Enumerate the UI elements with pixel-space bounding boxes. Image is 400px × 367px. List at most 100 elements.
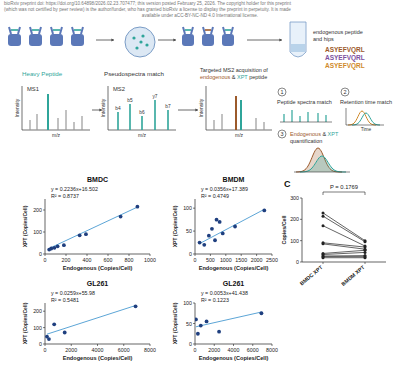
x-tick	[123, 344, 124, 346]
trendline	[200, 209, 265, 243]
y-tick-label: 100	[290, 238, 299, 244]
y-tick-label: 300	[290, 195, 299, 201]
point	[262, 209, 266, 213]
x-tick-label: 600	[104, 257, 113, 263]
peak	[213, 120, 214, 130]
plot-area	[322, 211, 367, 259]
x-tick-label: 1000	[144, 257, 156, 263]
plot-area	[195, 311, 263, 335]
point	[221, 231, 225, 235]
mini-peak	[283, 114, 284, 122]
scatter-chart: 05001000150020002500050100BMDMy = 0.0356…	[172, 176, 278, 271]
peak	[36, 114, 37, 130]
peak	[81, 116, 82, 130]
x-tick	[71, 344, 72, 346]
y-tick	[300, 219, 302, 220]
peptide	[53, 29, 60, 31]
step-number: 1	[280, 89, 283, 95]
axis-label: m/z	[52, 132, 61, 138]
ion-label: b5	[127, 98, 133, 103]
y-tick-label: 200	[33, 207, 42, 213]
mhc-molecule	[202, 34, 214, 46]
y-tick	[193, 254, 195, 255]
point	[62, 243, 66, 247]
mini-peak	[325, 115, 326, 122]
mhc-arm	[223, 27, 233, 34]
y-tick-label: 0	[189, 341, 192, 347]
y-tick-label: 100	[33, 229, 42, 235]
diagram-label: Heavy Peptide	[22, 70, 63, 77]
annotation: R² = 0.4749	[201, 193, 229, 199]
x-tick-label: 2000	[251, 257, 263, 263]
peptide	[11, 29, 18, 31]
y-tick-label: 0	[39, 341, 42, 347]
mhc-arm	[183, 27, 193, 34]
trendline	[49, 207, 137, 248]
y-axis-label: XPT (Copies/Cell)	[172, 302, 178, 344]
point	[78, 233, 82, 237]
arrow-head	[111, 39, 114, 42]
spectrum-axis	[206, 130, 272, 131]
y-tick	[193, 323, 195, 324]
point	[119, 215, 123, 219]
x-tick-label: 0	[44, 257, 47, 263]
y-tick	[193, 303, 195, 304]
x-tick-label: 4000	[92, 347, 104, 353]
annotation: R² = 0.5481	[51, 297, 79, 303]
peak	[29, 120, 30, 130]
peptide-dot	[135, 46, 138, 49]
y-tick	[193, 231, 195, 232]
point	[322, 256, 325, 259]
point	[322, 224, 325, 227]
tube	[290, 22, 306, 57]
ion-label: b7	[165, 104, 171, 109]
arrow	[247, 40, 282, 41]
header-line: (which was not certified by peer review)…	[4, 7, 291, 12]
arrow	[96, 40, 114, 41]
peptide-sequence: ASYEFVQRL	[325, 62, 365, 70]
point	[195, 318, 198, 322]
point	[63, 331, 67, 335]
x-tick	[225, 254, 226, 256]
x-tick	[66, 254, 67, 256]
peak	[263, 122, 264, 130]
peptide	[205, 29, 211, 31]
peptide	[74, 29, 81, 31]
scatter-chart: 02000400060008000050100GL261y = 0.0053x+…	[172, 280, 278, 361]
point	[207, 234, 211, 238]
peptide	[32, 29, 39, 31]
scatter-chart: 020004000600080000100200GL261y = 0.0259x…	[22, 280, 156, 361]
point	[199, 324, 203, 328]
x-tick-label: BMDM XPT	[340, 264, 366, 287]
annotation: y = 0.0259x+55.98	[51, 290, 95, 296]
peak	[57, 118, 58, 130]
mhc-molecule	[50, 34, 63, 46]
point	[213, 238, 217, 242]
y-axis	[45, 199, 46, 254]
x-tick-label: 2500	[266, 257, 278, 263]
y-axis-label: Copies/Cell	[281, 215, 287, 244]
point	[233, 225, 237, 229]
x-tick	[272, 344, 273, 346]
x-tick-label: 1000	[220, 257, 232, 263]
x-tick	[233, 344, 234, 346]
mhc-arm	[9, 27, 20, 34]
chart-title: BMDC	[87, 176, 108, 183]
y-axis-label: XPT (Copies/Cell)	[172, 205, 178, 247]
spectrum-title: MS2	[113, 86, 125, 92]
mini-peak	[307, 112, 308, 122]
y-tick	[43, 344, 45, 345]
peptide-sequence: ASYEFVQRL	[325, 54, 365, 62]
chart-title: BMDM	[223, 176, 245, 183]
x-tick-label: 6000	[118, 347, 130, 353]
annotation: R² = 0.1223	[201, 297, 229, 303]
mhc-molecule	[29, 34, 42, 46]
ion-label: y7	[152, 94, 157, 99]
step-number: 3	[280, 131, 283, 137]
y-axis-label: XPT (Copies/Cell)	[22, 205, 28, 247]
x-tick	[323, 262, 324, 264]
arrow	[158, 40, 176, 41]
peptide-dot	[139, 40, 142, 43]
point	[47, 337, 51, 341]
y-tick-label: 200	[33, 308, 42, 314]
